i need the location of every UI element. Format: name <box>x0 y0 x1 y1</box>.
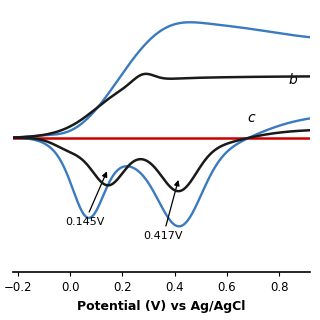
Text: 0.417V: 0.417V <box>143 181 183 242</box>
Text: b: b <box>288 73 297 87</box>
Text: 0.145V: 0.145V <box>65 172 107 227</box>
Text: c: c <box>248 111 255 125</box>
X-axis label: Potential (V) vs Ag/AgCl: Potential (V) vs Ag/AgCl <box>77 300 246 313</box>
